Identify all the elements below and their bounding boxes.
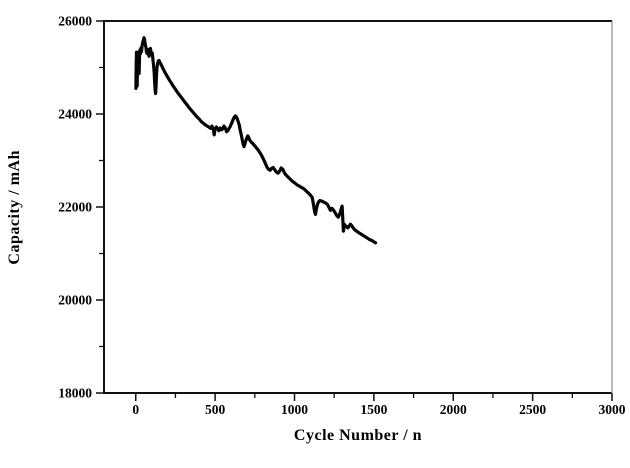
y-tick-label: 26000 [58, 14, 92, 29]
x-tick-label: 0 [132, 402, 139, 417]
y-tick-label: 24000 [58, 107, 92, 122]
x-tick-label: 3000 [599, 402, 626, 417]
x-tick-label: 2000 [440, 402, 467, 417]
x-tick-label: 1500 [360, 402, 387, 417]
x-tick-label: 1000 [281, 402, 308, 417]
x-tick-label: 2500 [519, 402, 546, 417]
x-tick-label: 500 [205, 402, 226, 417]
data-series-line [134, 36, 378, 245]
x-axis-title: Cycle Number / n [293, 427, 423, 444]
y-tick-label: 18000 [58, 386, 92, 401]
y-tick-label: 22000 [58, 200, 92, 215]
y-tick-label: 20000 [58, 293, 92, 308]
